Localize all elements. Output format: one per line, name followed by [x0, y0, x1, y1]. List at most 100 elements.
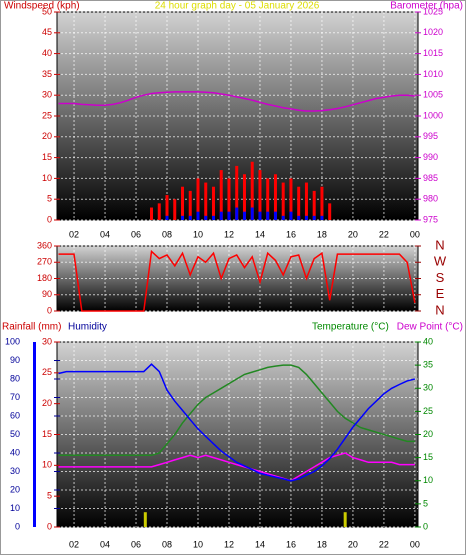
x-tick-label: 04: [100, 229, 110, 239]
bar: [328, 203, 332, 220]
y-tick-label: 20: [423, 429, 433, 439]
bar: [273, 174, 277, 220]
y-tick-label: 60: [10, 410, 20, 420]
y-tick-label: 0: [423, 521, 428, 531]
y-tick-label: 90: [10, 355, 20, 365]
y-tick-label: S: [436, 270, 445, 285]
x-tick-label: 06: [131, 539, 141, 549]
bar: [204, 215, 208, 220]
bar: [165, 215, 169, 220]
y-tick-label: 5: [47, 491, 52, 501]
y-tick-label: 985: [423, 173, 438, 183]
bar: [289, 178, 293, 220]
x-tick-label: 18: [317, 229, 327, 239]
x-tick-label: 00: [410, 229, 420, 239]
y-tick-label: 270: [37, 257, 52, 267]
x-tick-label: 08: [162, 229, 172, 239]
bar: [196, 178, 200, 220]
y-tick-label: 0: [47, 305, 52, 315]
plot: 02 04 06 08 10 12 14 16 18 20 22 000510152025303540…: [42, 6, 443, 239]
y-tick-label: 100: [5, 336, 20, 346]
y-tick-label: 25: [42, 110, 52, 120]
y-tick-label: W: [434, 254, 447, 269]
barometer-axis-label: Barometer (hpa): [390, 1, 463, 12]
temperature-axis-label: Temperature (°C): [312, 322, 389, 333]
y-tick-label: 30: [423, 383, 433, 393]
bar: [204, 182, 208, 220]
series-line: [58, 249, 416, 312]
x-tick-label: 10: [193, 229, 203, 239]
x-tick-label: 14: [255, 229, 265, 239]
y-tick-label: 15: [42, 429, 52, 439]
bar: [320, 215, 324, 220]
y-tick-label: 995: [423, 131, 438, 141]
y-tick-label: 180: [37, 273, 52, 283]
y-tick-label: 10: [42, 460, 52, 470]
y-tick-label: 70: [10, 392, 20, 402]
y-tick-label: 40: [10, 447, 20, 457]
plots: 02 04 06 08 10 12 14 16 18 20 22 000510152025303540…: [5, 6, 447, 549]
x-tick-label: 06: [131, 229, 141, 239]
x-tick-label: 02: [69, 229, 79, 239]
y-tick-label: 80: [10, 373, 20, 383]
bar: [173, 199, 177, 220]
bar: [211, 215, 215, 220]
y-tick-label: 15: [423, 452, 433, 462]
y-tick-label: 50: [10, 429, 20, 439]
x-tick-label: 08: [162, 539, 172, 549]
y-tick-label: 40: [423, 336, 433, 346]
y-tick-label: 35: [423, 360, 433, 370]
y-tick-label: 1025: [423, 6, 443, 16]
bar: [343, 512, 347, 527]
bar: [235, 207, 239, 220]
dewpoint-axis-label: Dew Point (°C): [397, 322, 463, 333]
bar: [281, 215, 285, 220]
bar: [180, 215, 184, 220]
bar: [281, 182, 285, 220]
bar: [258, 211, 262, 220]
x-tick-label: 22: [379, 539, 389, 549]
chart-title: 24 hour graph day - 05 January 2026: [155, 1, 320, 12]
bar: [289, 211, 293, 220]
y-tick-label: 45: [42, 27, 52, 37]
series-line: [58, 363, 416, 482]
bar: [312, 215, 316, 220]
series-line: [58, 452, 415, 482]
humidity-scale-bar: [33, 342, 36, 527]
bar: [143, 512, 147, 527]
bar: [297, 186, 301, 220]
y-tick-label: 980: [423, 194, 438, 204]
y-tick-label: E: [436, 286, 445, 301]
y-tick-label: 1015: [423, 48, 443, 58]
bar: [235, 165, 239, 220]
y-tick-label: 20: [42, 398, 52, 408]
bar: [266, 178, 270, 220]
y-tick-label: 990: [423, 152, 438, 162]
x-tick-label: 14: [255, 539, 265, 549]
x-tick-label: 00: [410, 539, 420, 549]
y-tick-label: 360: [37, 240, 52, 250]
y-tick-label: 1020: [423, 27, 443, 37]
x-tick-label: 12: [224, 229, 234, 239]
bar: [165, 195, 169, 220]
bar: [312, 190, 316, 220]
x-tick-label: 20: [348, 229, 358, 239]
y-tick-label: 20: [42, 131, 52, 141]
humidity-axis-label: Humidity: [68, 322, 107, 333]
y-tick-label: 1010: [423, 69, 443, 79]
y-tick-label: 25: [42, 367, 52, 377]
bar: [219, 170, 223, 220]
y-tick-label: 10: [42, 173, 52, 183]
bar: [188, 215, 192, 220]
y-tick-label: 5: [423, 498, 428, 508]
bar: [219, 211, 223, 220]
bar: [304, 182, 308, 220]
plot: 02 04 06 08 10 12 14 16 18 20 22 000102030405060708…: [5, 336, 433, 549]
x-tick-label: 16: [286, 229, 296, 239]
series-line: [58, 91, 415, 112]
y-tick-label: N: [435, 302, 444, 317]
rain-axis-label: Rainfall (mm): [2, 322, 61, 333]
bar: [304, 215, 308, 220]
